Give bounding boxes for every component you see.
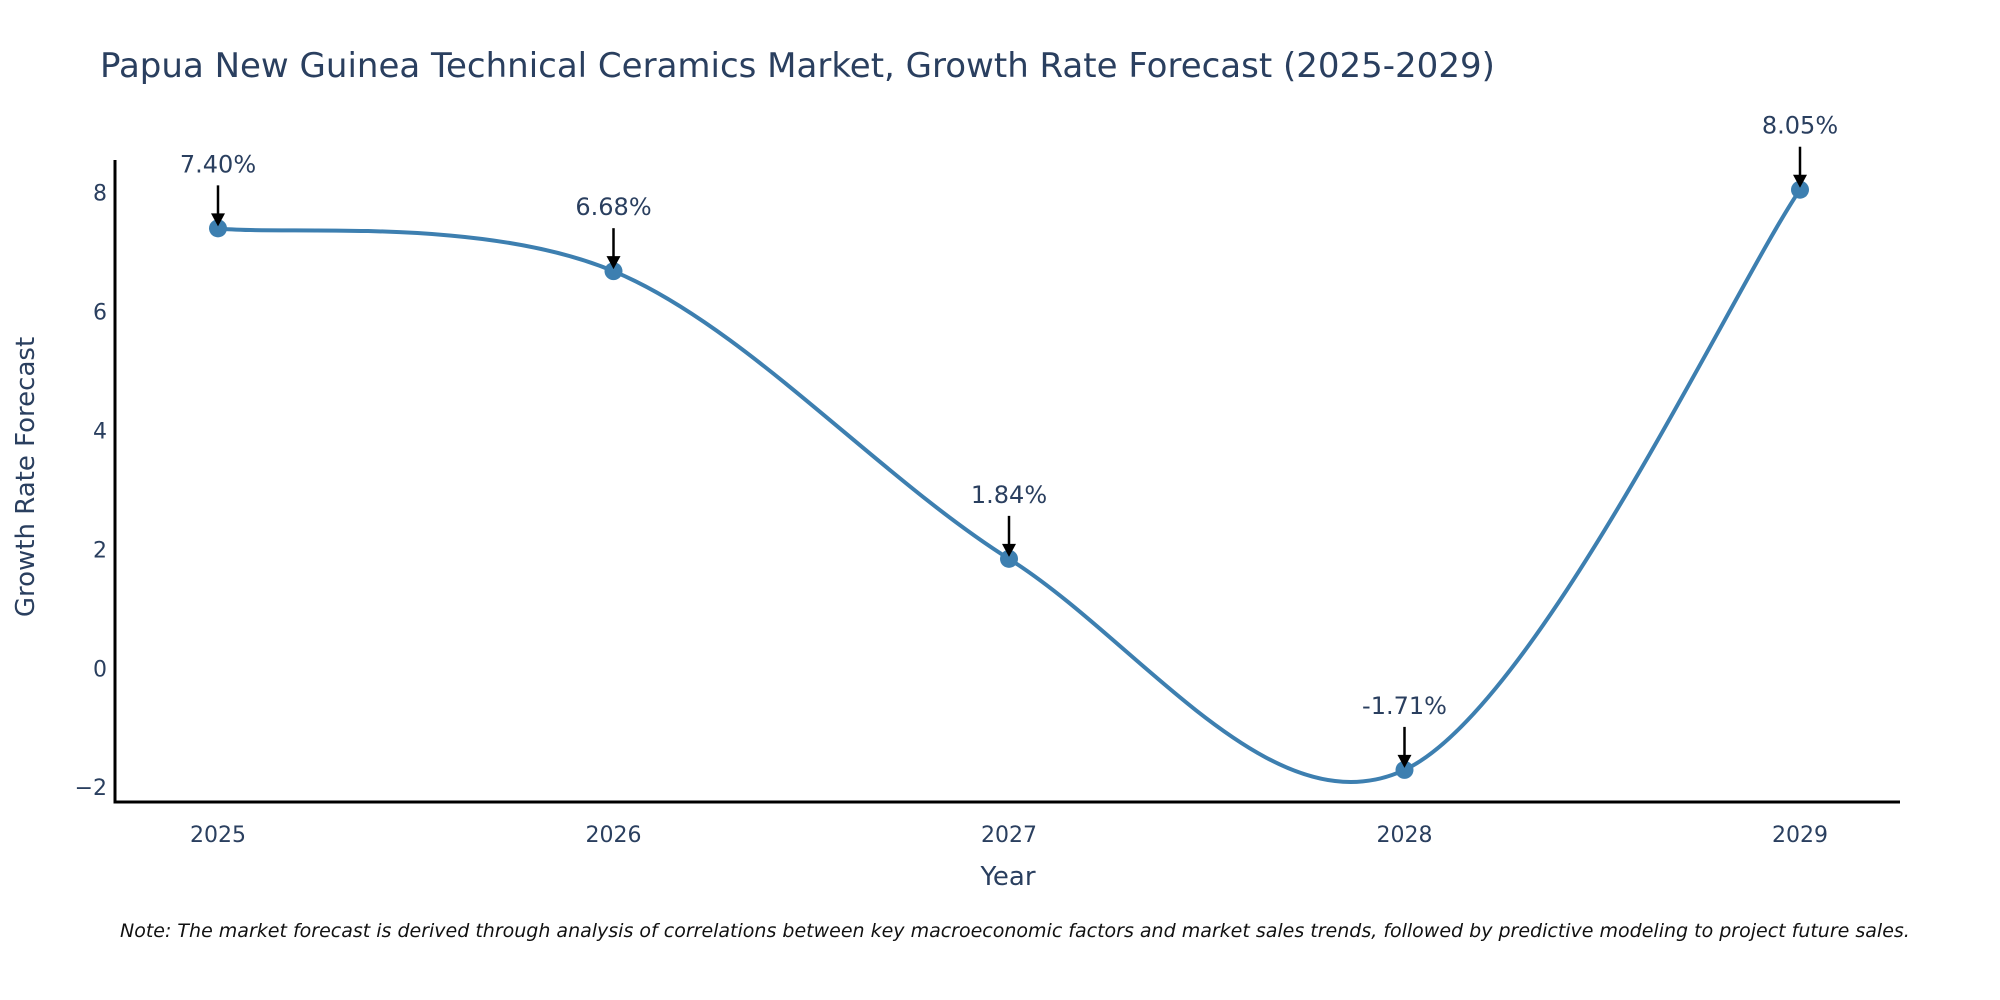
x-tick-label: 2028: [1377, 823, 1433, 848]
annotation-arrowhead: [1397, 754, 1412, 768]
y-tick-label: 2: [93, 538, 107, 563]
data-label: 8.05%: [1762, 112, 1838, 140]
data-point: [604, 262, 623, 281]
data-label: 7.40%: [180, 150, 256, 178]
y-tick-label: −2: [75, 776, 107, 801]
y-tick-label: 6: [93, 301, 107, 326]
data-point: [1000, 549, 1018, 568]
annotation-arrowhead: [211, 213, 225, 227]
x-tick-label: 2026: [586, 823, 642, 848]
y-axis-title: Growth Rate Forecast: [11, 337, 41, 617]
series-line: [217, 188, 1802, 784]
data-point: [209, 219, 227, 238]
x-tick-label: 2027: [981, 823, 1037, 848]
data-label: -1.71%: [1362, 692, 1447, 720]
y-tick-label: 0: [93, 657, 107, 682]
x-tick-label: 2025: [190, 823, 246, 848]
chart-note: Note: The market forecast is derived thr…: [120, 920, 1910, 942]
annotation-arrowhead: [1793, 174, 1807, 188]
y-tick-label: 8: [93, 182, 107, 207]
data-label: 6.68%: [575, 193, 651, 221]
y-tick-label: 4: [93, 419, 107, 444]
x-tick-label: 2029: [1772, 823, 1828, 848]
data-point: [1395, 760, 1414, 779]
data-point: [1791, 180, 1809, 199]
x-axis-title: Year: [979, 862, 1035, 892]
chart-title: Papua New Guinea Technical Ceramics Mark…: [100, 46, 1495, 86]
data-label: 1.84%: [971, 481, 1047, 509]
annotation-arrowhead: [606, 256, 621, 270]
annotation-arrowhead: [1002, 543, 1016, 557]
